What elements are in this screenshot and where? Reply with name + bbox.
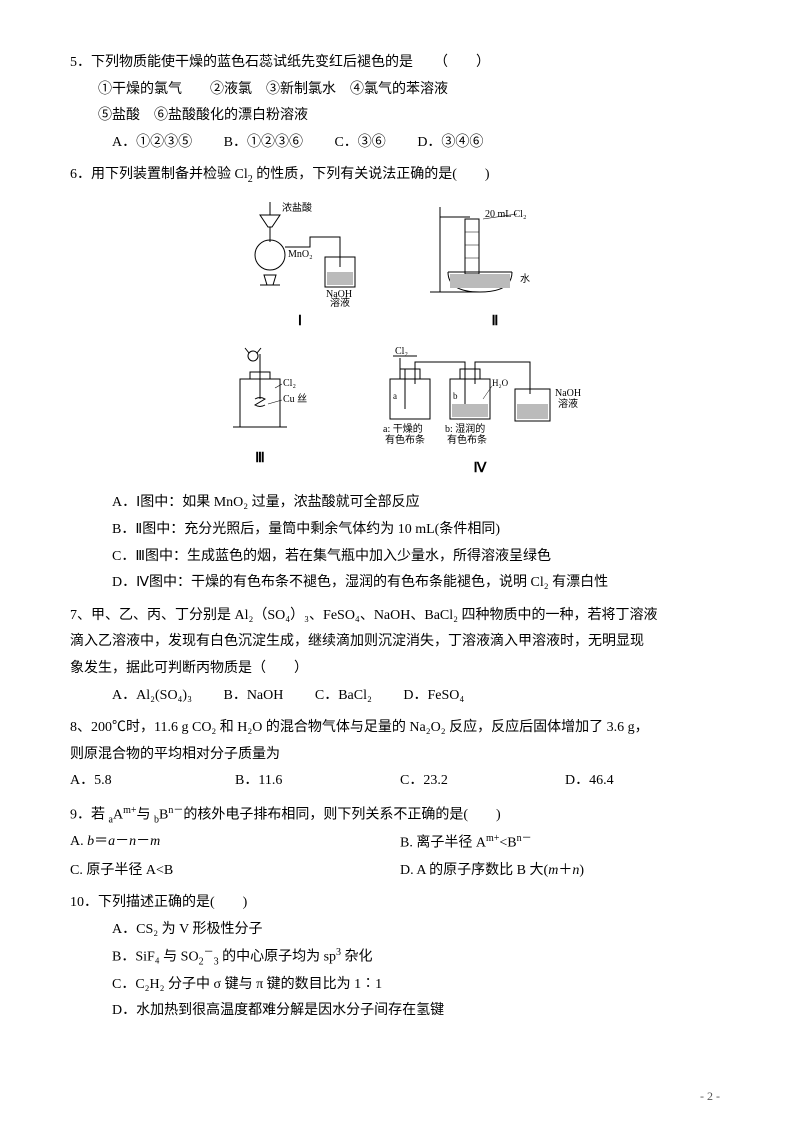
fig1-label-mno2: MnO₂ xyxy=(288,249,313,260)
q5-stem: 5．下列物质能使干燥的蓝色石蕊试纸先变红后褪色的是 （ ） xyxy=(70,50,730,77)
svg-text:溶液: 溶液 xyxy=(558,397,578,410)
fig3-label: Ⅲ xyxy=(205,446,315,473)
q10-opt-c: C．C₂H₂ 分子中 σ 键与 π 键的数目比为 1∶1 xyxy=(70,972,730,999)
figure-4: Cl₂ a b H₂O xyxy=(365,344,595,483)
fig4-b2: 有色布条 xyxy=(447,433,487,446)
q5-opt-c: C．③⑥ xyxy=(334,130,385,157)
q7-opt-d: D．FeSO₄ xyxy=(403,683,464,710)
q10-opt-a: A．CS₂ 为 V 形极性分子 xyxy=(70,917,730,944)
question-10: 10．下列描述正确的是( ) A．CS₂ 为 V 形极性分子 B．SiF₄ 与 … xyxy=(70,890,730,1025)
q8-opt-a: A．5.8 xyxy=(70,768,235,795)
q9-stem: 9．若 aAm+与 bBn－的核外电子排布相同，则下列关系不正确的是( ) xyxy=(70,801,730,829)
q8-opt-d: D．46.4 xyxy=(565,768,730,795)
q6-opt-a: A．Ⅰ图中：如果 MnO₂ 过量，浓盐酸就可全部反应 xyxy=(70,490,730,517)
q6-opt-d: D．Ⅳ图中：干燥的有色布条不褪色，湿润的有色布条能褪色，说明 Cl₂ 有漂白性 xyxy=(70,570,730,597)
fig4-a1: a: 干燥的 xyxy=(383,422,423,435)
q10-stem: 10．下列描述正确的是( ) xyxy=(70,890,730,917)
q7-opt-a: A．Al₂(SO₄)₃ xyxy=(112,683,192,710)
svg-text:溶液: 溶液 xyxy=(330,296,350,307)
q6-opt-b: B．Ⅱ图中：充分光照后，量筒中剩余气体约为 10 mL(条件相同) xyxy=(70,517,730,544)
question-8: 8、200℃时，11.6 g CO₂ 和 H₂O 的混合物气体与足量的 Na₂O… xyxy=(70,715,730,795)
q5-line1: ①干燥的氯气 ②液氯 ③新制氯水 ④氯气的苯溶液 xyxy=(70,77,730,104)
q9-opt-c: C. 原子半径 A<B xyxy=(70,858,400,885)
question-9: 9．若 aAm+与 bBn－的核外电子排布相同，则下列关系不正确的是( ) A.… xyxy=(70,801,730,884)
figure-3: Cl₂ Cu 丝 Ⅲ xyxy=(205,344,315,483)
q9-row2: C. 原子半径 A<B D. A 的原子序数比 B 大(m＋n) xyxy=(70,858,730,885)
fig4-naoh: NaOH xyxy=(555,388,581,399)
q9-row1: A. b＝a－n－m B. 离子半径 Am+<Bn－ xyxy=(70,829,730,857)
q5-line2: ⑤盐酸 ⑥盐酸酸化的漂白粉溶液 xyxy=(70,103,730,130)
fig1-label-top: 浓盐酸 xyxy=(282,201,312,214)
svg-text:b: b xyxy=(453,391,458,401)
q9-opt-b: B. 离子半径 Am+<Bn－ xyxy=(400,829,730,857)
question-5: 5．下列物质能使干燥的蓝色石蕊试纸先变红后褪色的是 （ ） ①干燥的氯气 ②液氯… xyxy=(70,50,730,156)
q7-options: A．Al₂(SO₄)₃ B．NaOH C．BaCl₂ D．FeSO₄ xyxy=(70,683,730,710)
fig2-water: 水 xyxy=(520,273,530,285)
q8-line1: 8、200℃时，11.6 g CO₂ 和 H₂O 的混合物气体与足量的 Na₂O… xyxy=(70,715,730,742)
fig2-label: Ⅱ xyxy=(420,309,570,336)
q6-stem: 6．用下列装置制备并检验 Cl2 的性质，下列有关说法正确的是( ) xyxy=(70,162,730,189)
q8-options: A．5.8 B．11.6 C．23.2 D．46.4 xyxy=(70,768,730,795)
q10-opt-b: B．SiF₄ 与 SO2－3 的中心原子均为 sp3 杂化 xyxy=(70,943,730,971)
question-6: 6．用下列装置制备并检验 Cl2 的性质，下列有关说法正确的是( ) 浓盐酸 M… xyxy=(70,162,730,596)
figure-1: 浓盐酸 MnO₂ NaOH 溶液 Ⅰ xyxy=(230,197,370,336)
q6-figure-row2: Cl₂ Cu 丝 Ⅲ Cl₂ a xyxy=(70,344,730,483)
q6-figure-row1: 浓盐酸 MnO₂ NaOH 溶液 Ⅰ xyxy=(70,197,730,336)
q7-line3: 象发生，据此可判断丙物质是（ ） xyxy=(70,656,730,683)
q5-options: A．①②③⑤ B．①②③⑥ C．③⑥ D．③④⑥ xyxy=(70,130,730,157)
fig2-top: 20 mL Cl₂ xyxy=(485,209,526,220)
fig4-label: Ⅳ xyxy=(365,456,595,483)
page-footer: - 2 - xyxy=(70,1085,730,1108)
figure-2: 20 mL Cl₂ 水 Ⅱ xyxy=(420,197,570,336)
q7-opt-b: B．NaOH xyxy=(223,683,283,710)
fig4-b1: b: 湿润的 xyxy=(445,422,485,435)
fig3-cu: Cu 丝 xyxy=(283,393,307,405)
q7-opt-c: C．BaCl₂ xyxy=(315,683,372,710)
q5-opt-d: D．③④⑥ xyxy=(417,130,483,157)
q8-opt-c: C．23.2 xyxy=(400,768,565,795)
fig1-label: Ⅰ xyxy=(230,309,370,336)
question-7: 7、甲、乙、丙、丁分别是 Al₂（SO₄）₃、FeSO₄、NaOH、BaCl₂ … xyxy=(70,603,730,709)
svg-text:a: a xyxy=(393,391,397,401)
q9-opt-d: D. A 的原子序数比 B 大(m＋n) xyxy=(400,858,730,885)
q7-line2: 滴入乙溶液中，发现有白色沉淀生成，继续滴加则沉淀消失，丁溶液滴入甲溶液时，无明显… xyxy=(70,629,730,656)
fig4-a2: 有色布条 xyxy=(385,433,425,446)
fig4-cl2: Cl₂ xyxy=(395,346,408,357)
q5-opt-a: A．①②③⑤ xyxy=(112,130,192,157)
q5-opt-b: B．①②③⑥ xyxy=(224,130,303,157)
q8-line2: 则原混合物的平均相对分子质量为 xyxy=(70,742,730,769)
q10-opt-d: D．水加热到很高温度都难分解是因水分子间存在氢键 xyxy=(70,998,730,1025)
q7-line1: 7、甲、乙、丙、丁分别是 Al₂（SO₄）₃、FeSO₄、NaOH、BaCl₂ … xyxy=(70,603,730,630)
q9-opt-a: A. b＝a－n－m xyxy=(70,829,400,857)
fig3-cl2: Cl₂ xyxy=(283,378,296,389)
fig4-h2o: H₂O xyxy=(492,378,509,388)
q6-opt-c: C．Ⅲ图中：生成蓝色的烟，若在集气瓶中加入少量水，所得溶液呈绿色 xyxy=(70,544,730,571)
q8-opt-b: B．11.6 xyxy=(235,768,400,795)
